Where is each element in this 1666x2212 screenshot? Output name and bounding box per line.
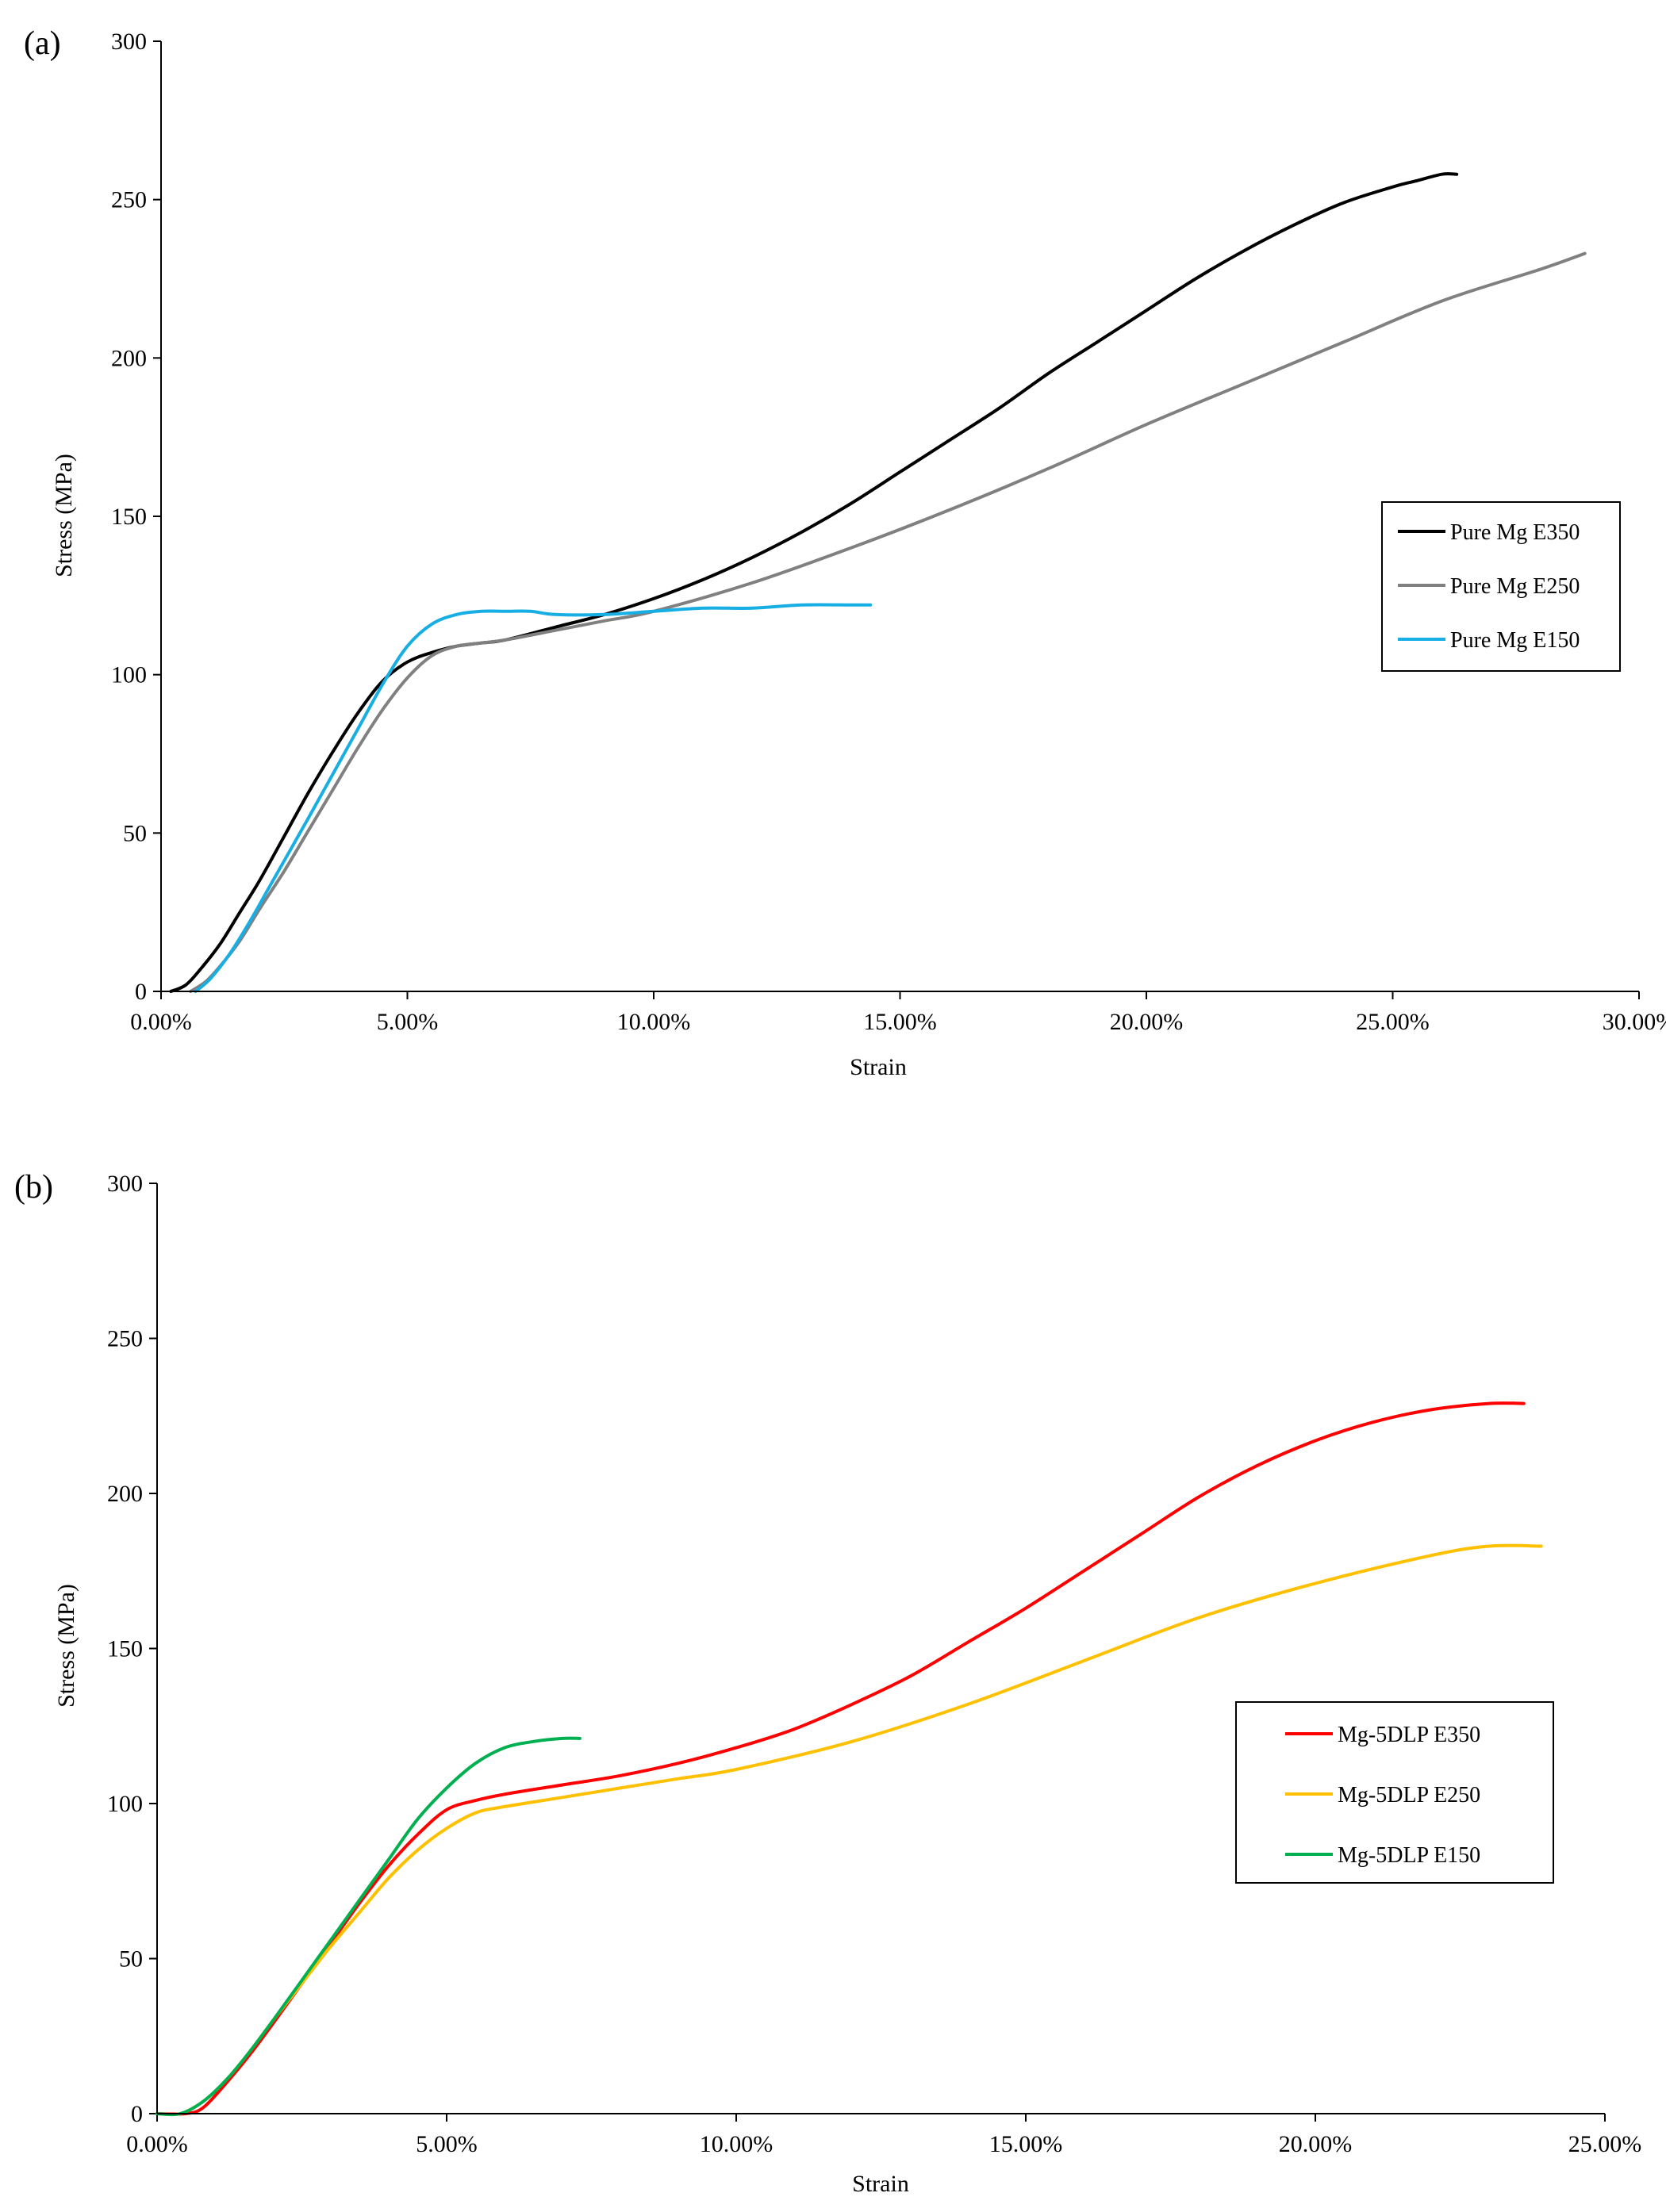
panel-label-a: (a)	[24, 25, 61, 62]
x-tick-label: 10.00%	[617, 1009, 691, 1035]
y-tick-label: 50	[123, 820, 147, 846]
chart-a-x-axis-title: Strain	[850, 1054, 907, 1080]
legend-label-pure-mg-e250: Pure Mg E250	[1450, 574, 1580, 599]
x-tick-label: 0.00%	[130, 1009, 192, 1035]
chart-b-x-axis-title: Strain	[852, 2171, 909, 2197]
x-tick-label: 20.00%	[1110, 1009, 1184, 1035]
y-tick-label: 150	[107, 1636, 143, 1662]
y-tick-label: 200	[107, 1481, 143, 1507]
series-line-pure-mg-e250	[189, 251, 1587, 993]
y-tick-label: 0	[135, 979, 147, 1005]
y-tick-label: 250	[111, 187, 147, 213]
chart-b-y-axis-title: Stress (MPa)	[53, 1584, 79, 1708]
legend-label-mg-5dlp-e250: Mg-5DLP E250	[1338, 1783, 1480, 1808]
y-tick-label: 0	[131, 2101, 143, 2127]
y-tick-label: 300	[107, 1171, 143, 1197]
x-tick-label: 25.00%	[1568, 2131, 1642, 2157]
legend-label-pure-mg-e150: Pure Mg E150	[1450, 628, 1580, 653]
chart-a-series	[169, 172, 1587, 993]
y-tick-label: 100	[111, 662, 147, 688]
panel-label-b: (b)	[14, 1169, 53, 1206]
x-tick-label: 15.00%	[863, 1009, 937, 1035]
y-tick-label: 300	[111, 29, 147, 55]
y-tick-label: 50	[119, 1946, 143, 1972]
chart-a-legend: Pure Mg E350 Pure Mg E250 Pure Mg E150	[1381, 501, 1621, 672]
y-tick-label: 250	[107, 1326, 143, 1352]
y-tick-label: 100	[107, 1791, 143, 1817]
x-tick-label: 5.00%	[416, 2131, 478, 2157]
chart-b-series	[155, 1401, 1543, 2117]
y-tick-label: 150	[111, 504, 147, 530]
chart-a: (a) 0 50 100 150 200 250 300 0.00% 5.00% 10.00% 15…	[24, 25, 1666, 1080]
series-line-pure-mg-e150	[194, 603, 873, 993]
chart-b-legend: Mg-5DLP E350 Mg-5DLP E250 Mg-5DLP E150	[1235, 1701, 1554, 1884]
x-tick-label: 0.00%	[126, 2131, 188, 2157]
series-line-mg-5dlp-e150	[155, 1736, 582, 2117]
chart-a-ticks: 0 50 100 150 200 250 300 0.00% 5.00% 10.00% 15.00%…	[111, 29, 1666, 1035]
y-tick-label: 200	[111, 345, 147, 371]
chart-b: (b) 0 50 100 150 200 250 300 0.00% 5.00% 10.00% 15…	[14, 1169, 1641, 2197]
legend-label-pure-mg-e350: Pure Mg E350	[1450, 520, 1580, 545]
chart-a-y-axis-title: Stress (MPa)	[51, 454, 77, 577]
x-tick-label: 10.00%	[700, 2131, 774, 2157]
legend-label-mg-5dlp-e350: Mg-5DLP E350	[1338, 1723, 1480, 1747]
x-tick-label: 20.00%	[1279, 2131, 1353, 2157]
x-tick-label: 5.00%	[377, 1009, 439, 1035]
x-tick-label: 15.00%	[989, 2131, 1063, 2157]
x-tick-label: 30.00%	[1603, 1009, 1666, 1035]
x-tick-label: 25.00%	[1356, 1009, 1430, 1035]
chart-b-ticks: 0 50 100 150 200 250 300 0.00% 5.00% 10.00% 15.00%…	[107, 1171, 1641, 2157]
legend-label-mg-5dlp-e150: Mg-5DLP E150	[1338, 1843, 1480, 1868]
series-line-pure-mg-e350	[169, 172, 1459, 993]
